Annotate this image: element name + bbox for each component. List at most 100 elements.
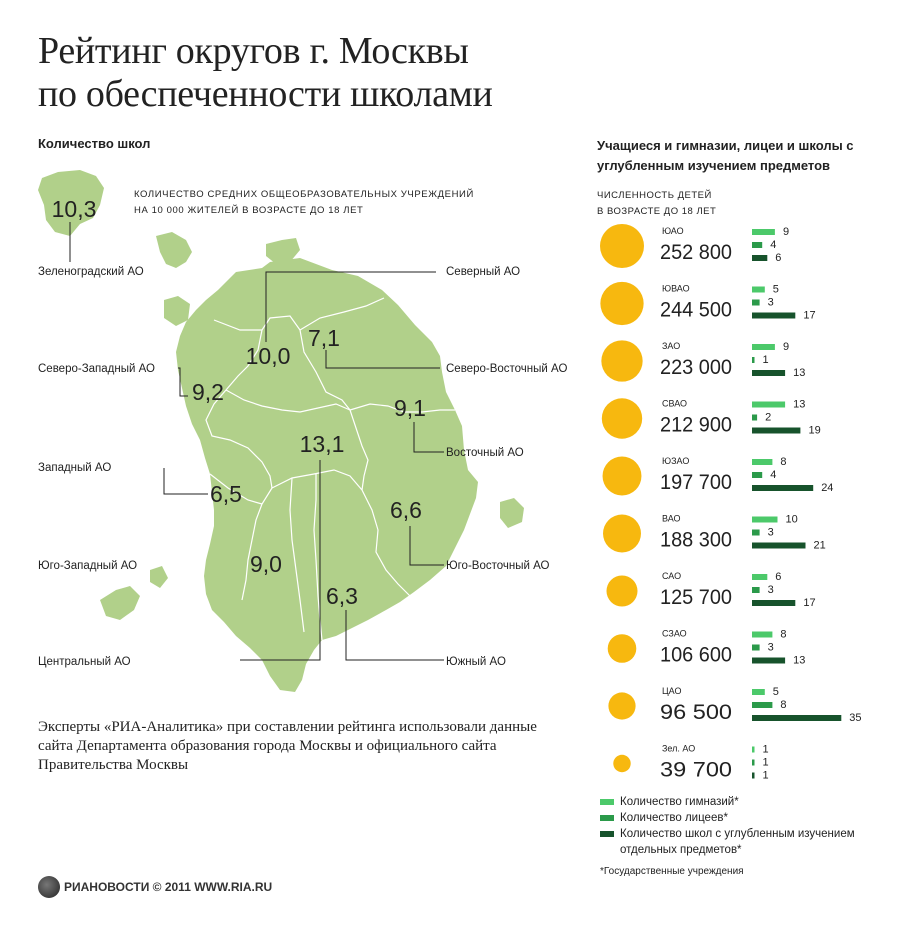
map-islet-2 (266, 238, 300, 264)
value-northwest: 9,2 (192, 379, 224, 405)
value-south: 6,3 (326, 583, 358, 609)
legend-label-lyceum: Количество лицеев* (620, 812, 728, 824)
children-circle-9 (613, 754, 631, 773)
bar-label-6-2: 17 (803, 597, 815, 609)
bar-label-4-0: 8 (780, 456, 786, 468)
value-southwest: 9,0 (250, 551, 282, 577)
globe-icon (38, 876, 60, 898)
children-circle-4 (602, 456, 642, 496)
children-label-line-2: в возрасте до 18 лет (597, 206, 717, 217)
moscow-map: 10,3 10,0 7,1 9,2 9,1 13,1 6,5 6,6 9,0 6… (38, 170, 567, 692)
bar-6-0 (752, 574, 768, 580)
map-shapes (38, 170, 524, 692)
chart-legend: Количество гимназий* Количество лицеев* … (600, 794, 895, 858)
children-count-4: 197 700 (660, 471, 732, 494)
bar-8-2 (752, 715, 842, 721)
children-axis-label: Численность детей в возрасте до 18 лет (597, 188, 716, 220)
bar-label-0-1: 4 (770, 239, 776, 251)
bar-5-1 (752, 529, 760, 536)
bar-label-8-1: 8 (780, 699, 786, 711)
bar-9-2 (752, 772, 755, 779)
children-count-2: 223 000 (660, 356, 732, 379)
bar-label-9-2: 1 (763, 770, 769, 782)
bar-label-7-1: 3 (768, 642, 774, 654)
bar-5-0 (752, 516, 778, 523)
bar-label-8-2: 35 (849, 712, 861, 724)
bar-label-1-0: 5 (773, 284, 779, 296)
label-east: Восточный АО (446, 447, 524, 459)
bar-3-1 (752, 414, 758, 421)
bar-label-1-2: 17 (803, 310, 815, 322)
bar-0-2 (752, 255, 768, 261)
bar-0-1 (752, 242, 763, 248)
district-code-7: СЗАО (662, 629, 687, 639)
label-southeast: Юго-Восточный АО (446, 560, 550, 572)
bar-label-4-2: 24 (821, 482, 833, 494)
bar-3-0 (752, 401, 786, 408)
bar-8-1 (752, 702, 773, 708)
bar-label-7-0: 8 (780, 629, 786, 641)
bar-label-5-0: 10 (786, 514, 798, 526)
page-title: Рейтинг округов г. Москвы по обеспеченно… (38, 30, 493, 116)
map-note: Количество средних общеобразовательных у… (134, 187, 474, 219)
legend-swatch-school (600, 831, 614, 837)
bar-label-6-0: 6 (775, 571, 781, 583)
footnote: *Государственные учреждения (600, 866, 744, 877)
label-southwest: Юго-Западный АО (38, 560, 137, 572)
bar-label-7-2: 13 (793, 655, 805, 667)
value-north: 10,0 (246, 343, 291, 369)
bar-4-0 (752, 459, 773, 465)
ria-logo: РИАНОВОСТИ © 2011 WWW.RIA.RU (38, 876, 272, 898)
children-count-7: 106 600 (660, 644, 732, 667)
children-label-line-1: Численность детей (597, 190, 712, 201)
label-south: Южный АО (446, 656, 506, 668)
children-count-6: 125 700 (660, 586, 732, 609)
bar-5-2 (752, 542, 806, 549)
children-circle-5 (603, 514, 641, 553)
district-code-2: ЗАО (662, 341, 680, 351)
district-code-6: САО (662, 571, 681, 581)
bar-label-1-1: 3 (768, 297, 774, 309)
moscow-main-shape (176, 258, 478, 692)
children-circle-6 (606, 575, 638, 607)
children-count-1: 244 500 (660, 299, 732, 322)
bar-3-2 (752, 427, 801, 434)
logo-text: РИАНОВОСТИ © 2011 WWW.RIA.RU (64, 880, 273, 894)
label-west: Западный АО (38, 462, 111, 474)
bar-2-0 (752, 344, 775, 350)
bar-1-0 (752, 286, 765, 293)
bar-label-9-0: 1 (763, 744, 769, 756)
district-code-5: ВАО (662, 514, 681, 524)
bar-0-0 (752, 229, 775, 235)
legend-item-lyceum: Количество лицеев* (600, 810, 895, 826)
value-zelenograd: 10,3 (52, 196, 97, 222)
legend-item-gymnasium: Количество гимназий* (600, 794, 895, 810)
bar-2-1 (752, 357, 755, 363)
children-count-9: 39 700 (660, 759, 732, 782)
chart-title-text: Учащиеся и гимназии, лицеи и школы с угл… (597, 138, 854, 173)
map-note-line-2: на 10 000 жителей в возрасте до 18 лет (134, 205, 364, 216)
map-note-line-1: Количество средних общеобразовательных у… (134, 189, 474, 200)
district-code-0: ЮАО (662, 226, 684, 236)
children-circle-1 (600, 281, 644, 326)
children-circle-0 (600, 224, 644, 268)
leader-lines (69, 222, 444, 661)
children-count-8: 96 500 (660, 701, 732, 724)
bar-4-1 (752, 472, 763, 478)
value-northeast: 7,1 (308, 325, 340, 351)
zelenograd-shape (38, 170, 104, 236)
label-zelenograd: Зеленоградский АО (38, 266, 144, 278)
title-line-2: по обеспеченности школами (38, 73, 493, 115)
district-code-8: ЦАО (662, 686, 681, 696)
children-count-3: 212 900 (660, 414, 732, 437)
map-section-title: Количество школ (38, 136, 151, 151)
bar-label-0-2: 6 (775, 252, 781, 264)
map-islet-3 (164, 296, 190, 326)
bar-label-5-2: 21 (814, 540, 826, 552)
source-note: Эксперты «РИА-Аналитика» при составлении… (38, 719, 537, 773)
bar-label-2-0: 9 (783, 341, 789, 353)
district-code-9: Зел. АО (662, 744, 695, 754)
value-central: 13,1 (300, 431, 345, 457)
bar-9-0 (752, 746, 755, 753)
